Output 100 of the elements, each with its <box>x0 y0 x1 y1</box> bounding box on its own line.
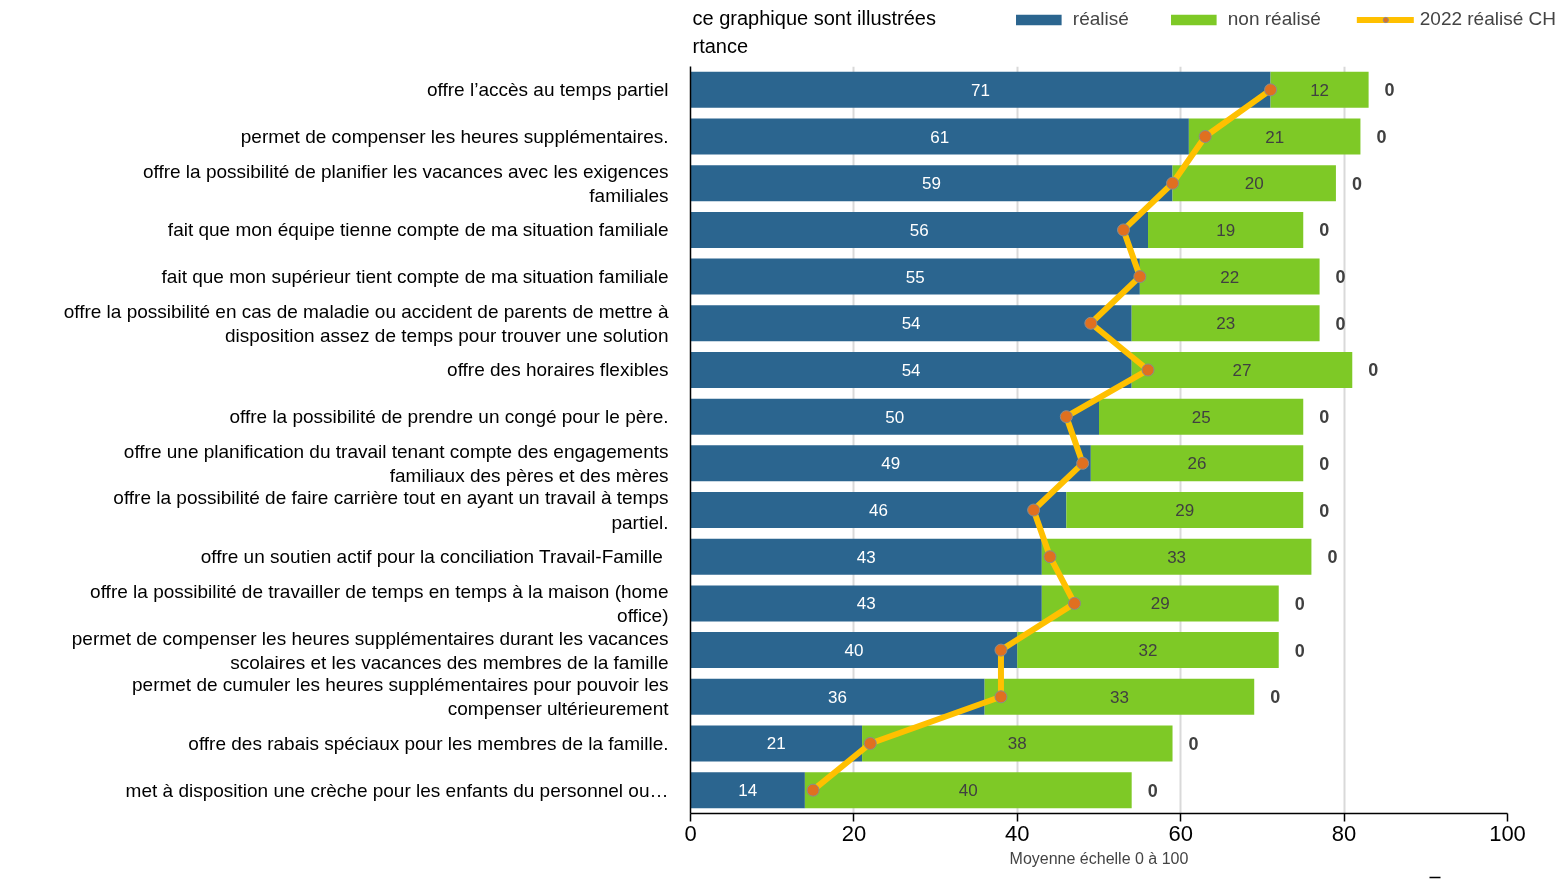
bar <box>984 678 1255 715</box>
x-tick-label: 0 <box>684 820 697 846</box>
legend-label: non réalisé <box>1227 8 1321 30</box>
point <box>1043 550 1057 564</box>
data-label: 27 <box>1232 360 1252 380</box>
x-tick-label: 60 <box>1168 820 1193 846</box>
data-label: 55 <box>905 267 925 287</box>
y-tick-label: offre des horaires flexibles <box>447 359 669 381</box>
annotation: 0 <box>1376 127 1387 148</box>
annotation: 0 <box>1384 80 1395 101</box>
y-tick-label: offre un soutien actif pour la conciliation Travail-Famille <box>200 546 663 568</box>
x-axis-title: Moyenne échelle 0 à 100 <box>1009 849 1189 867</box>
data-label: 61 <box>930 127 950 147</box>
point <box>863 736 877 750</box>
bar <box>690 118 1189 155</box>
x-tick-label: 80 <box>1331 820 1357 846</box>
point <box>1264 83 1278 97</box>
y-tick-label: offre la possibilité de travailler de temps en temps à la maison (home office) <box>90 580 669 626</box>
annotation: 0 <box>1147 780 1158 801</box>
bar <box>1139 258 1320 295</box>
bar <box>1066 492 1304 529</box>
annotation: 0 <box>1294 593 1305 614</box>
data-label: 54 <box>901 360 921 380</box>
text: ce graphique sont illustrées <box>692 6 936 29</box>
point <box>1027 503 1041 517</box>
bar <box>862 725 1173 762</box>
annotation: 0 <box>1335 313 1346 334</box>
bar <box>1017 632 1279 669</box>
bar <box>690 492 1067 529</box>
bar <box>690 445 1091 482</box>
data-label: 49 <box>881 454 901 474</box>
data-label: 40 <box>958 781 978 801</box>
annotation: 0 <box>1351 173 1362 194</box>
point <box>806 783 820 797</box>
bar <box>690 211 1149 248</box>
data-label: 29 <box>1150 594 1170 614</box>
data-label: 33 <box>1167 547 1187 567</box>
x-tick-label: 40 <box>1005 820 1030 846</box>
text: rtance <box>692 34 749 57</box>
annotation: 0 <box>1327 547 1338 568</box>
point <box>1117 223 1131 237</box>
point <box>1133 270 1147 284</box>
data-label: 38 <box>1007 734 1027 754</box>
bar <box>1172 165 1336 202</box>
bar <box>690 165 1173 202</box>
bar <box>1188 118 1361 155</box>
data-label: 29 <box>1175 501 1195 521</box>
bar <box>690 632 1018 669</box>
annotation: 0 <box>1319 500 1330 521</box>
annotation: 0 <box>1319 453 1330 474</box>
y-tick-label: fait que mon supérieur tient compte de ma situation familiale <box>161 266 669 288</box>
data-label: 23 <box>1216 314 1236 334</box>
data-label: 43 <box>856 547 876 567</box>
point <box>1141 363 1155 377</box>
data-label: 71 <box>971 80 990 100</box>
x-tick-label: 20 <box>841 820 867 846</box>
point <box>1166 176 1180 190</box>
bar <box>1099 398 1304 435</box>
annotation: 0 <box>1319 407 1330 428</box>
y-tick-label: fait que mon équipe tienne compte de ma situation familiale <box>167 219 669 241</box>
annotation: 0 <box>1270 687 1281 708</box>
y-tick-label: offre des rabais spéciaux pour les membres de la famille. <box>188 732 669 754</box>
y-tick-label: offre la possibilité de prendre un congé pour le père. <box>229 406 669 428</box>
data-label: 36 <box>828 687 848 707</box>
y-tick-label: permet de cumuler les heures supplémentaires pour pouvoir les compenser ultérieurement <box>132 674 670 720</box>
bar <box>690 258 1140 295</box>
point <box>1059 410 1073 424</box>
y-tick-label: permet de compenser les heures supplémentaires. <box>240 126 669 148</box>
data-label: 19 <box>1216 220 1236 240</box>
data-label: 14 <box>738 781 758 801</box>
bar <box>690 351 1132 388</box>
bar <box>690 398 1099 435</box>
data-label: 43 <box>856 594 876 614</box>
bar <box>690 678 985 715</box>
data-label: 56 <box>909 220 929 240</box>
point <box>1198 130 1212 144</box>
bar <box>1041 538 1312 575</box>
bar <box>1148 211 1304 248</box>
bar <box>1090 445 1304 482</box>
y-tick-label: offre l’accès au temps partiel <box>427 79 669 101</box>
point <box>1084 316 1098 330</box>
data-label: 54 <box>901 314 921 334</box>
point <box>994 690 1008 704</box>
data-label: 46 <box>868 501 888 521</box>
bar <box>690 725 863 762</box>
data-label: 12 <box>1310 80 1330 100</box>
bar <box>690 71 1271 108</box>
data-label: 50 <box>885 407 905 427</box>
annotation: 0 <box>1319 220 1330 241</box>
data-label: 32 <box>1138 641 1158 661</box>
y-tick-label: offre la possibilité de planifier les vacances avec les exigences familiales <box>142 160 669 206</box>
data-label: 26 <box>1187 454 1207 474</box>
y-tick-label: met à disposition une crèche pour les enfants du personnel ou… <box>125 779 669 801</box>
annotation: 0 <box>1188 733 1199 754</box>
y-tick-label: offre la possibilité en cas de maladie ou accident de parents de mettre à disposition assez de temps pour trouver une solution <box>63 300 669 346</box>
bar <box>690 772 805 809</box>
annotation: 0 <box>1294 640 1305 661</box>
bar <box>1131 351 1353 388</box>
bar <box>690 305 1132 342</box>
data-label: 22 <box>1220 267 1240 287</box>
